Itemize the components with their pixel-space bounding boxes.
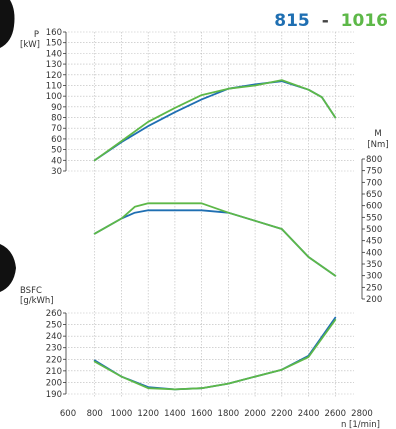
bsfc-series-815 (93, 316, 337, 391)
torque-tick-label: 400 (366, 248, 382, 258)
x-tick-label: 2600 (324, 409, 346, 419)
x-axis-label: n [1/min] (341, 420, 380, 429)
bsfc-tick-label: 210 (46, 367, 62, 377)
power-tick-label: 110 (46, 81, 62, 91)
power-tick-label: 50 (51, 146, 62, 156)
series-layer (93, 79, 337, 391)
torque-tick-label: 450 (366, 237, 382, 247)
power-tick-label: 90 (51, 103, 62, 113)
title-model-a: 815 (274, 11, 310, 31)
torque-tick-label: 650 (366, 190, 382, 200)
bsfc-tick-label: 220 (46, 355, 62, 365)
bsfc-axis-label-line2: [g/kWh] (20, 296, 54, 306)
power-tick-label: 160 (46, 28, 62, 38)
x-tick-label: 1600 (191, 409, 213, 419)
torque-axis-label-line2: [Nm] (367, 140, 388, 150)
torque-tick-label: 200 (366, 295, 382, 305)
power-series-815 (93, 80, 337, 162)
power-tick-label: 80 (51, 114, 62, 124)
power-series-1016 (93, 79, 337, 162)
torque-tick-label: 700 (366, 178, 382, 188)
power-tick-label: 70 (51, 124, 62, 134)
torque-tick-label: 500 (366, 225, 382, 235)
x-tick-label: 800 (87, 409, 103, 419)
grid-layer (68, 31, 354, 398)
bsfc-tick-label: 190 (46, 390, 62, 400)
torque-tick-label: 300 (366, 272, 382, 282)
power-tick-label: 130 (46, 60, 62, 70)
torque-tick-label: 350 (366, 260, 382, 270)
power-tick-label: 40 (51, 156, 62, 166)
bsfc-tick-label: 240 (46, 332, 62, 342)
left-edge-blob-bottom (0, 244, 16, 292)
torque-series-1016 (93, 202, 337, 277)
power-tick-label: 140 (46, 49, 62, 59)
x-tick-label: 2200 (271, 409, 293, 419)
power-axis-label-line2: [kW] (20, 40, 40, 50)
title-model-b: 1016 (341, 11, 388, 31)
bsfc-axis-label-line1: BSFC (20, 286, 42, 296)
x-tick-label: 2000 (244, 409, 266, 419)
power-tick-label: 120 (46, 71, 62, 81)
x-tick-label: 1000 (111, 409, 133, 419)
power-axis-label-line1: P (34, 30, 39, 40)
torque-tick-label: 750 (366, 167, 382, 177)
x-tick-label: 1800 (218, 409, 240, 419)
chart-title: 815 - 1016 (274, 11, 388, 31)
axis-layer (63, 31, 365, 395)
bsfc-series-1016 (93, 318, 337, 391)
torque-tick-label: 800 (366, 155, 382, 165)
torque-tick-label: 600 (366, 202, 382, 212)
power-tick-label: 150 (46, 39, 62, 49)
bsfc-tick-label: 200 (46, 378, 62, 388)
power-tick-label: 60 (51, 135, 62, 145)
x-tick-label: 1400 (164, 409, 186, 419)
bsfc-tick-label: 260 (46, 309, 62, 319)
title-separator: - (322, 11, 329, 31)
x-tick-label: 1200 (137, 409, 159, 419)
torque-series-815 (93, 209, 337, 277)
bsfc-tick-label: 250 (46, 321, 62, 331)
x-tick-label: 2800 (351, 409, 373, 419)
power-tick-label: 100 (46, 92, 62, 102)
torque-axis-label-line1: M (374, 129, 381, 139)
bsfc-tick-label: 230 (46, 344, 62, 354)
torque-tick-label: 550 (366, 213, 382, 223)
torque-tick-label: 250 (366, 283, 382, 293)
left-edge-blob-top (0, 0, 15, 48)
x-tick-label: 600 (60, 409, 76, 419)
x-tick-label: 2400 (298, 409, 320, 419)
power-tick-label: 30 (51, 167, 62, 177)
